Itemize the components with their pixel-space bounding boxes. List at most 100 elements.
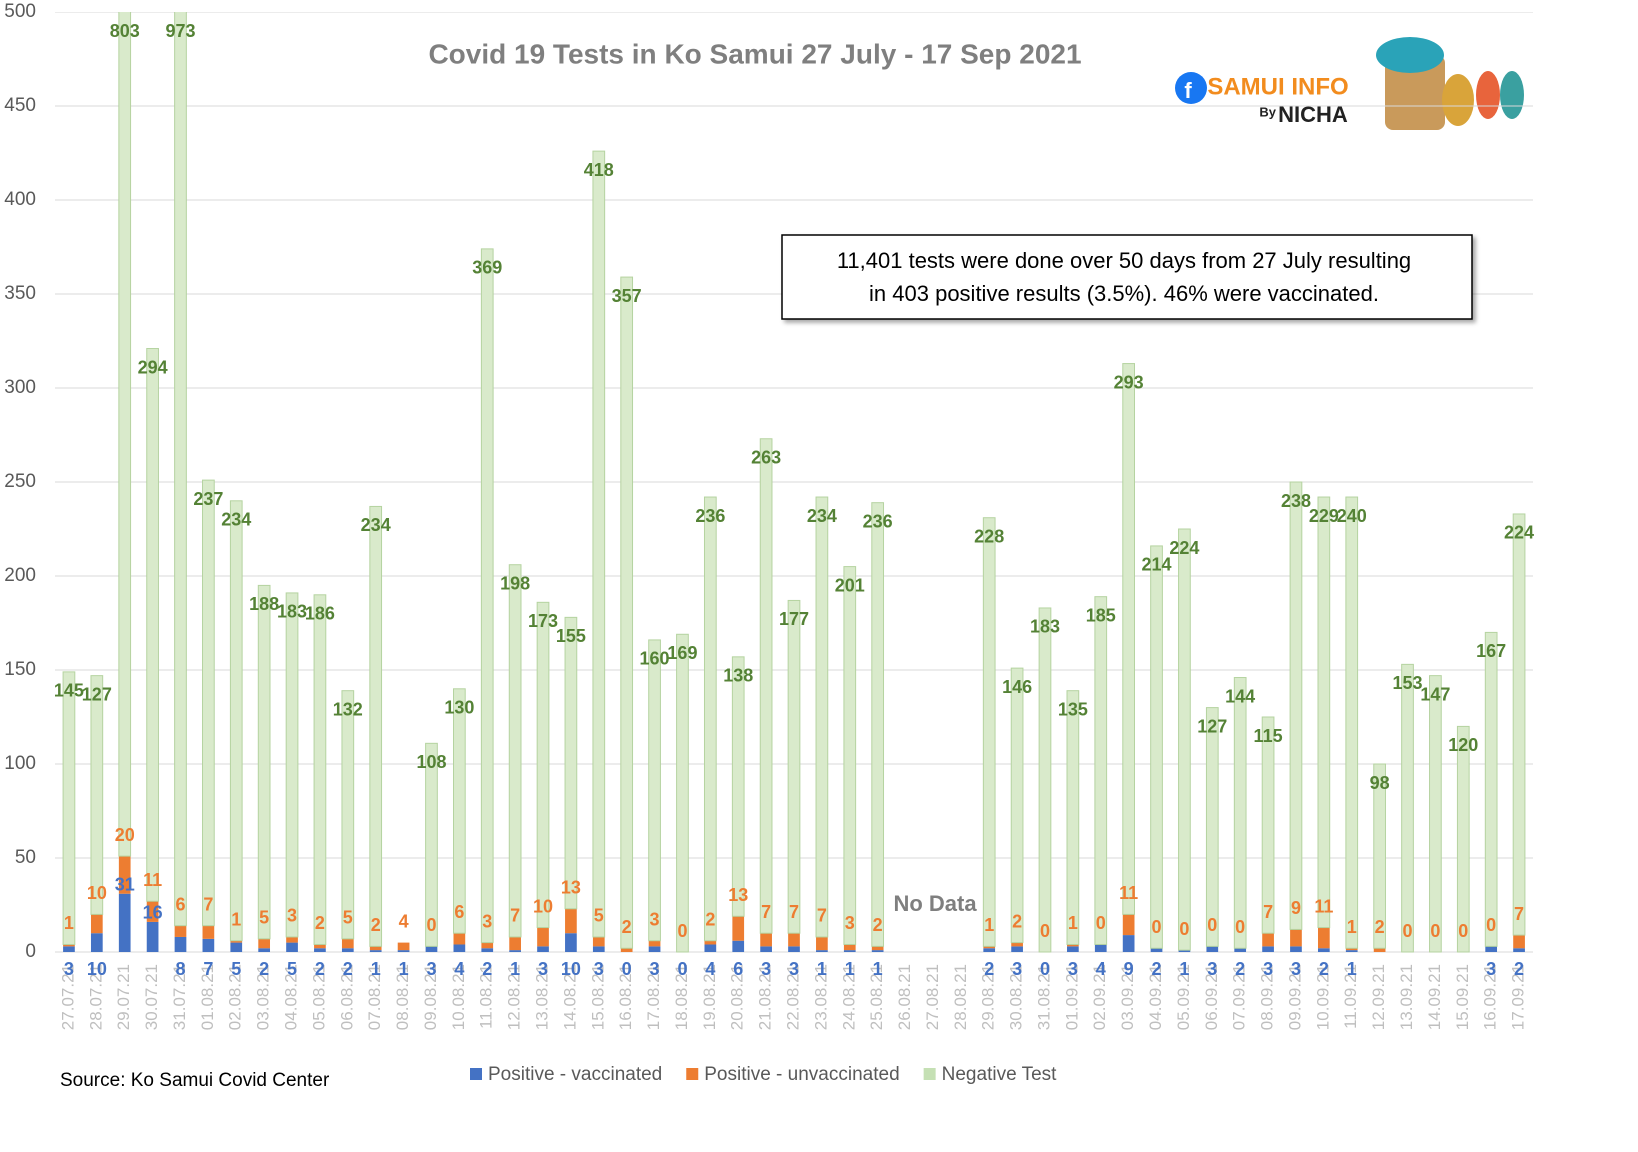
data-label: 2 bbox=[343, 959, 353, 979]
x-tick-label: 17.09.21 bbox=[1509, 964, 1528, 1030]
data-label: 135 bbox=[1058, 699, 1088, 719]
data-label: 144 bbox=[1225, 686, 1255, 706]
data-label: 263 bbox=[751, 448, 781, 468]
data-label: 5 bbox=[343, 908, 353, 928]
data-label: 13 bbox=[561, 878, 581, 898]
bar-segment bbox=[314, 948, 326, 952]
data-label: 1 bbox=[510, 959, 520, 979]
bar-segment bbox=[1206, 946, 1219, 952]
data-label: 4 bbox=[454, 959, 464, 979]
bar-segment bbox=[1513, 935, 1525, 949]
bar-segment bbox=[509, 950, 521, 952]
data-label: 1 bbox=[231, 909, 241, 929]
data-label: 294 bbox=[138, 357, 168, 377]
bar-segment bbox=[1290, 929, 1302, 947]
bar-segment bbox=[704, 940, 717, 945]
data-label: 0 bbox=[1040, 959, 1050, 979]
legend-label: Positive - vaccinated bbox=[488, 1064, 662, 1085]
data-label: 3 bbox=[845, 913, 855, 933]
data-label: 3 bbox=[1068, 959, 1078, 979]
data-label: 803 bbox=[110, 21, 140, 41]
bar-segment bbox=[1317, 927, 1330, 949]
x-tick-label: 30.08.21 bbox=[1007, 964, 1026, 1030]
bar-segment bbox=[565, 933, 577, 952]
data-label: 183 bbox=[1030, 617, 1060, 637]
bar-segment bbox=[1122, 935, 1135, 952]
x-tick-label: 06.08.21 bbox=[337, 964, 356, 1030]
bar-segment bbox=[202, 925, 215, 939]
bar-segment bbox=[871, 950, 884, 952]
x-tick-label: 26.08.21 bbox=[895, 964, 914, 1030]
bar-segment bbox=[1456, 725, 1470, 953]
data-label: 1 bbox=[845, 959, 855, 979]
data-label: 214 bbox=[1142, 555, 1172, 575]
legend-label: Positive - unvaccinated bbox=[704, 1064, 899, 1085]
data-label: 237 bbox=[193, 489, 223, 509]
bar-segment bbox=[118, 893, 131, 952]
data-label: 20 bbox=[115, 825, 135, 845]
x-tick-label: 25.08.21 bbox=[867, 964, 886, 1030]
bar-segment bbox=[620, 948, 633, 952]
data-label: 127 bbox=[82, 684, 112, 704]
data-label: 2 bbox=[315, 913, 325, 933]
x-tick-label: 31.07.21 bbox=[170, 964, 189, 1030]
x-tick-label: 28.08.21 bbox=[951, 964, 970, 1030]
data-label: 0 bbox=[1040, 921, 1050, 941]
bar-segment bbox=[1067, 944, 1079, 947]
x-tick-label: 05.08.21 bbox=[309, 964, 328, 1030]
logo-icon-letter: f bbox=[1184, 78, 1192, 103]
data-label: 418 bbox=[584, 160, 614, 180]
bar-segment bbox=[1429, 675, 1442, 953]
x-tick-label: 17.08.21 bbox=[644, 964, 663, 1030]
bar-segment bbox=[1345, 948, 1358, 951]
x-tick-label: 15.09.21 bbox=[1453, 964, 1472, 1030]
x-tick-label: 14.08.21 bbox=[560, 964, 579, 1030]
x-tick-label: 29.08.21 bbox=[979, 964, 998, 1030]
x-tick-label: 09.08.21 bbox=[421, 964, 440, 1030]
bar-segment bbox=[1262, 946, 1274, 952]
data-label: 357 bbox=[612, 286, 642, 306]
bar-segment bbox=[871, 502, 885, 947]
data-label: 2 bbox=[482, 959, 492, 979]
x-tick-label: 22.08.21 bbox=[783, 964, 802, 1030]
plot-area bbox=[55, 12, 1533, 953]
bar-segment bbox=[258, 948, 271, 952]
bar-segment bbox=[1067, 946, 1079, 952]
data-label: 2 bbox=[315, 959, 325, 979]
bar-segment bbox=[1373, 948, 1386, 952]
data-label: 2 bbox=[705, 909, 715, 929]
x-tick-label: 10.09.21 bbox=[1313, 964, 1332, 1030]
data-label: 369 bbox=[472, 258, 502, 278]
y-tick-label: 250 bbox=[4, 471, 36, 492]
logo-sandal bbox=[1500, 71, 1524, 119]
bar-segment bbox=[537, 927, 549, 947]
bar-segment bbox=[257, 584, 271, 940]
bar-segment bbox=[229, 500, 243, 942]
data-label: 201 bbox=[835, 575, 865, 595]
data-label: 2 bbox=[259, 959, 269, 979]
data-label: 7 bbox=[1514, 904, 1524, 924]
bar-segment bbox=[1205, 707, 1219, 947]
bar-segment bbox=[397, 942, 410, 951]
data-label: 7 bbox=[203, 894, 213, 914]
x-tick-label: 13.09.21 bbox=[1397, 964, 1416, 1030]
data-label: 11 bbox=[143, 870, 162, 890]
data-label: 0 bbox=[1096, 913, 1106, 933]
legend-swatch bbox=[686, 1068, 699, 1080]
data-label: 0 bbox=[1486, 915, 1496, 935]
data-label: 10 bbox=[561, 959, 581, 979]
data-label: 7 bbox=[817, 906, 827, 926]
data-label: 1 bbox=[1347, 917, 1357, 937]
bar-segment bbox=[1234, 948, 1247, 952]
bar-segment bbox=[1094, 596, 1108, 945]
data-label: 2 bbox=[371, 915, 381, 935]
chart-title: Covid 19 Tests in Ko Samui 27 July - 17 … bbox=[428, 38, 1081, 69]
bar-segment bbox=[63, 944, 75, 947]
bar-segment bbox=[676, 633, 689, 953]
bar-segment bbox=[314, 944, 326, 949]
data-label: 3 bbox=[650, 959, 660, 979]
x-tick-label: 08.08.21 bbox=[393, 964, 412, 1030]
data-label: 146 bbox=[1002, 677, 1032, 697]
bar-segment bbox=[481, 942, 494, 949]
